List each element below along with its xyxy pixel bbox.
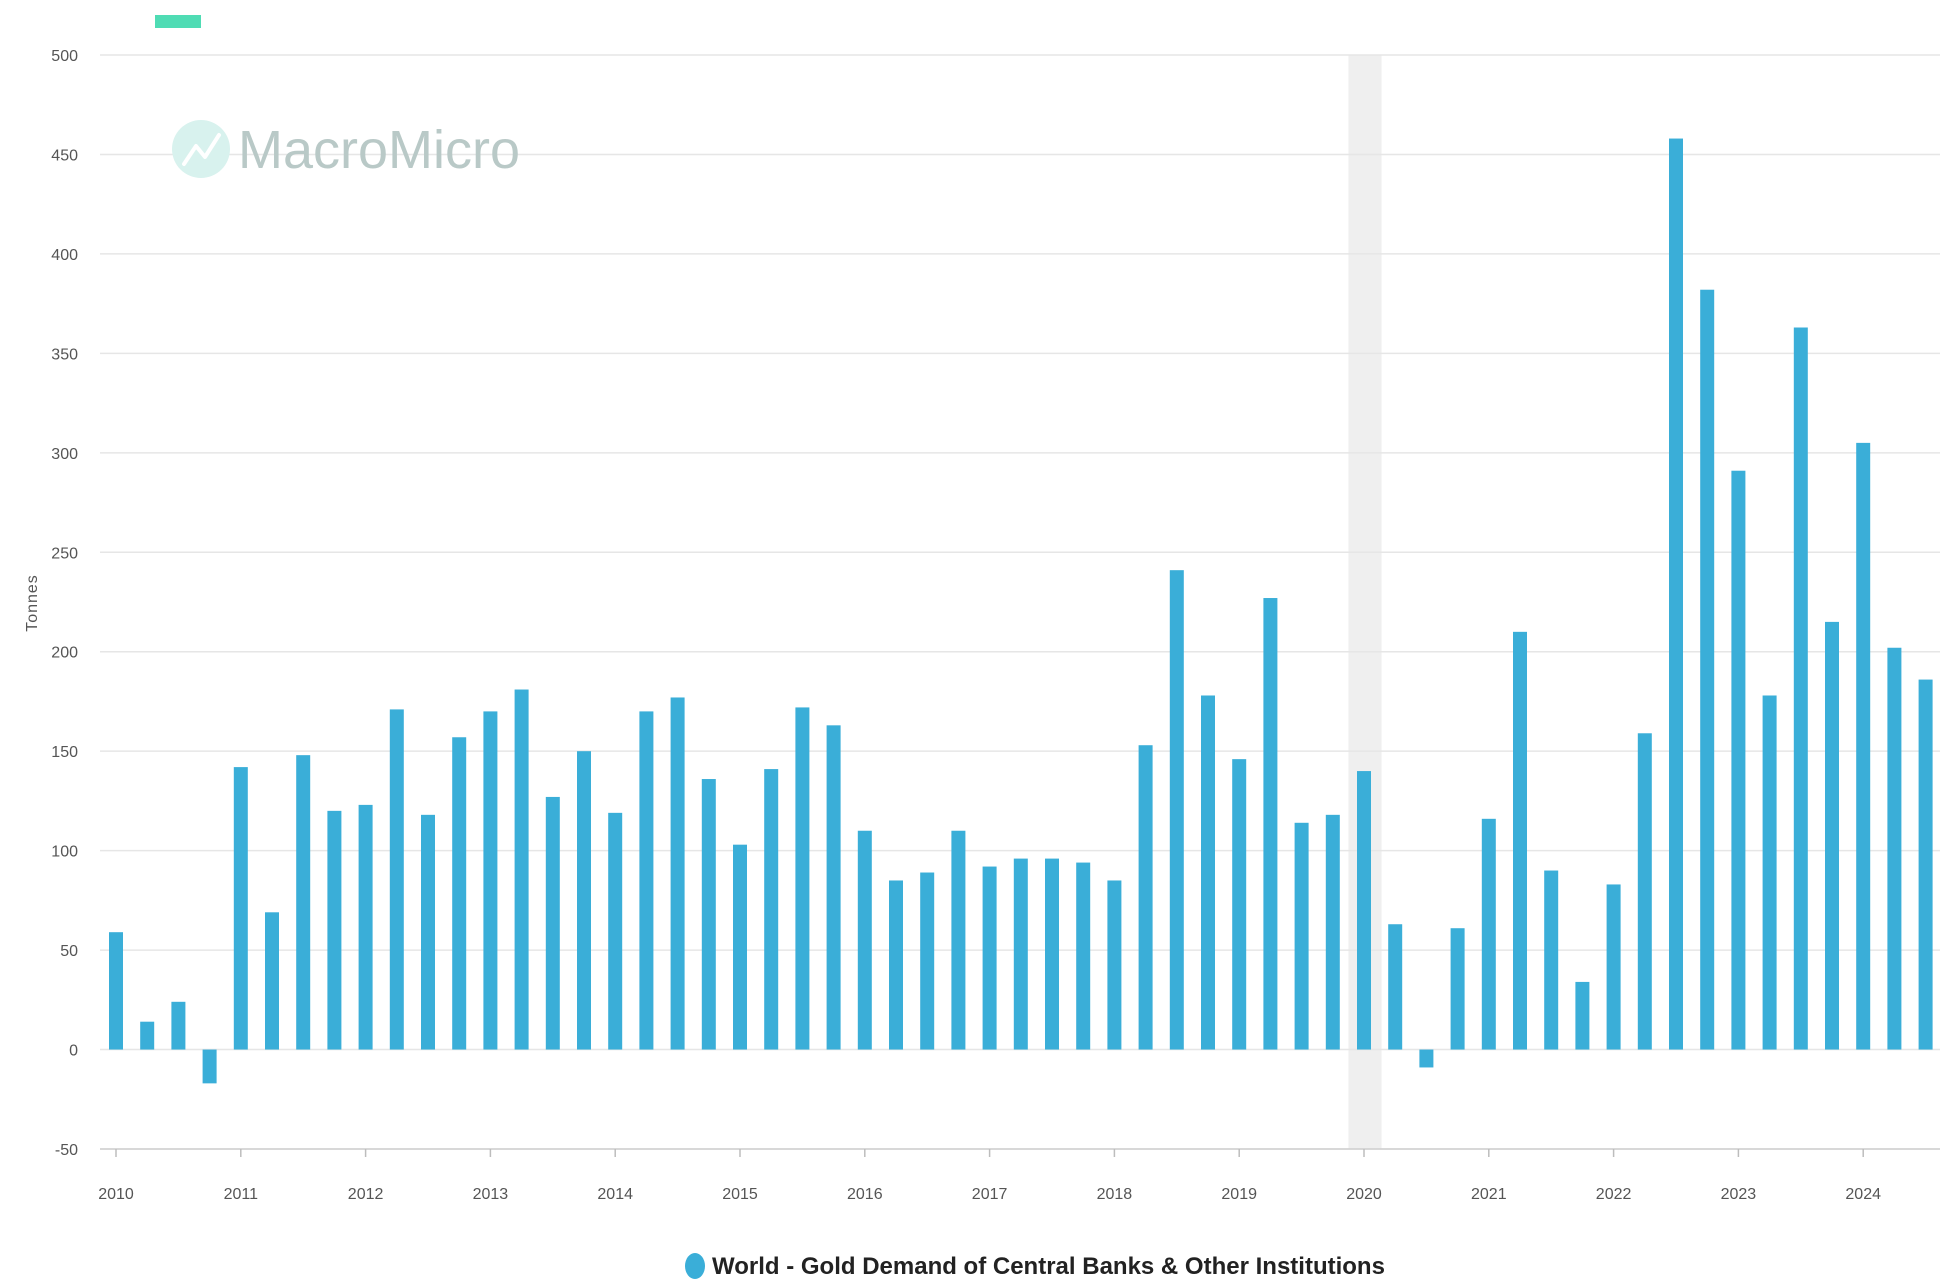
bar xyxy=(1793,327,1808,1050)
bar xyxy=(1637,733,1652,1050)
x-tick-label: 2012 xyxy=(348,1186,384,1203)
bar xyxy=(1232,759,1247,1050)
y-axis-label: Tonnes xyxy=(24,574,41,632)
bar xyxy=(421,814,435,1050)
y-tick-label: 150 xyxy=(51,744,78,761)
bar xyxy=(1887,647,1902,1050)
bar xyxy=(920,872,935,1050)
bar xyxy=(1544,870,1559,1050)
bar xyxy=(670,697,685,1050)
y-tick-label: -50 xyxy=(55,1142,78,1159)
bar xyxy=(1357,771,1371,1050)
bar xyxy=(1263,598,1278,1050)
bar xyxy=(109,932,123,1050)
bar xyxy=(1669,138,1683,1050)
bar xyxy=(764,769,779,1050)
bar xyxy=(577,751,591,1050)
bar xyxy=(514,689,529,1050)
x-tick-label: 2018 xyxy=(1097,1186,1133,1203)
x-tick-label: 2011 xyxy=(224,1186,259,1203)
x-tick-label: 2023 xyxy=(1721,1186,1757,1203)
bars xyxy=(109,138,1933,1084)
x-tick-label: 2020 xyxy=(1346,1186,1382,1203)
watermark-text: MacroMicro xyxy=(238,120,520,180)
y-axis-ticks: -50 0 50 100 150 200 250 300 350 400 450 500 xyxy=(51,48,78,1159)
bar xyxy=(608,812,623,1050)
bar xyxy=(857,830,872,1050)
bar xyxy=(233,767,248,1050)
bar xyxy=(327,810,342,1050)
y-tick-label: 300 xyxy=(51,446,78,463)
x-tick-label: 2016 xyxy=(847,1186,883,1203)
bar xyxy=(951,830,966,1050)
bar xyxy=(1201,695,1215,1050)
bar xyxy=(1107,880,1122,1050)
bar xyxy=(1762,695,1777,1050)
y-tick-label: 250 xyxy=(51,545,78,562)
bar xyxy=(1918,679,1933,1050)
y-tick-label: 450 xyxy=(51,147,78,164)
y-tick-label: 0 xyxy=(69,1043,78,1060)
x-tick-label: 2013 xyxy=(473,1186,509,1203)
y-tick-label: 400 xyxy=(51,247,78,264)
bar xyxy=(452,737,467,1050)
bar xyxy=(639,711,654,1050)
bar xyxy=(1481,818,1496,1050)
x-axis-ticks: 2010 2011 2012 2013 2014 2015 2016 2017 2018 2019… xyxy=(98,1148,1940,1203)
x-tick-label: 2017 xyxy=(972,1186,1008,1203)
y-tick-label: 50 xyxy=(60,943,78,960)
bar xyxy=(265,912,279,1050)
x-tick-label: 2014 xyxy=(597,1186,633,1203)
x-tick-label: 2010 xyxy=(98,1186,134,1203)
y-tick-label: 500 xyxy=(51,48,78,65)
x-tick-label: 2024 xyxy=(1845,1186,1881,1203)
bar xyxy=(1575,981,1590,1050)
y-tick-label: 200 xyxy=(51,645,78,662)
y-tick-label: 350 xyxy=(51,346,78,363)
bar xyxy=(483,711,498,1050)
bar xyxy=(1606,884,1621,1050)
bar xyxy=(733,844,747,1050)
bar xyxy=(296,755,311,1050)
bar xyxy=(389,709,404,1050)
bar xyxy=(1450,928,1465,1050)
watermark: MacroMicro xyxy=(172,120,520,180)
bar xyxy=(1169,570,1184,1050)
bar xyxy=(795,707,810,1050)
bar xyxy=(1076,862,1091,1050)
bar xyxy=(1825,621,1839,1050)
bar xyxy=(140,1021,155,1050)
y-tick-label: 100 xyxy=(51,844,78,861)
logo-chart-line xyxy=(182,133,221,166)
bar xyxy=(1294,822,1309,1050)
bar xyxy=(1045,858,1059,1050)
x-tick-label: 2015 xyxy=(722,1186,758,1203)
bar xyxy=(826,725,841,1050)
x-tick-label: 2019 xyxy=(1221,1186,1257,1203)
bar xyxy=(1013,858,1028,1050)
bar xyxy=(545,796,560,1050)
bar xyxy=(1856,442,1871,1050)
bar xyxy=(1700,289,1715,1050)
bar xyxy=(889,880,903,1050)
x-tick-label: 2021 xyxy=(1471,1186,1507,1203)
bar xyxy=(171,1001,186,1050)
bar xyxy=(1325,814,1340,1050)
bar xyxy=(202,1049,217,1084)
bar xyxy=(1419,1049,1434,1068)
x-tick-label: 2022 xyxy=(1596,1186,1632,1203)
bar xyxy=(1138,745,1153,1050)
bar xyxy=(1731,470,1746,1050)
bar xyxy=(1513,631,1527,1050)
top-left-accent-bar xyxy=(155,15,201,28)
bar xyxy=(701,779,716,1050)
legend[interactable]: World - Gold Demand of Central Banks & O… xyxy=(685,1253,1385,1280)
legend-label: World - Gold Demand of Central Banks & O… xyxy=(712,1253,1385,1279)
bar xyxy=(1388,924,1403,1050)
legend-marker xyxy=(685,1253,705,1279)
bar xyxy=(982,866,997,1050)
bar xyxy=(358,804,373,1050)
